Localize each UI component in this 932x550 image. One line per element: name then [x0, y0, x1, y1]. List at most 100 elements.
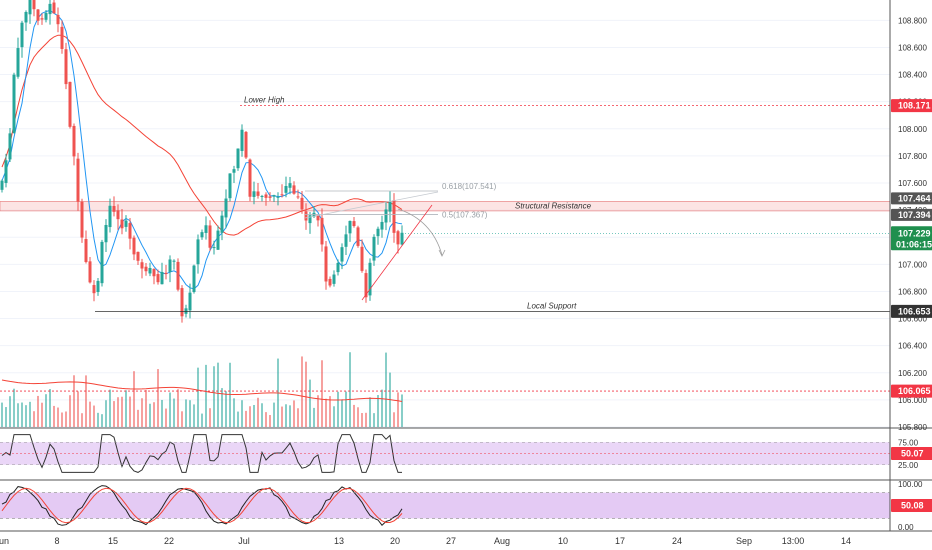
structural-resistance-label: Structural Resistance: [515, 201, 592, 210]
candle-body: [332, 274, 336, 284]
time-tick-label: Aug: [494, 536, 510, 546]
candle-body: [304, 211, 308, 221]
stoch-tick-label: 0.00: [898, 523, 914, 532]
tag-rsi-text: 50.07: [901, 448, 924, 458]
price-tick-label: 106.400: [898, 342, 927, 351]
volume-bar: [37, 395, 39, 427]
candle-body: [260, 195, 264, 197]
volume-bar: [153, 402, 155, 427]
volume-bar: [305, 361, 307, 427]
price-tick-label: 106.800: [898, 287, 927, 296]
candle-body: [12, 74, 16, 134]
candle-body: [284, 186, 288, 193]
candle-body: [136, 251, 140, 261]
volume-bar: [53, 405, 55, 427]
ma-fast-line: [1, 9, 403, 290]
tag-stoch: 50.08: [891, 498, 932, 512]
volume-bars: [1, 352, 403, 427]
candle-body: [128, 223, 132, 239]
volume-bar: [149, 403, 151, 427]
candle-body: [192, 265, 196, 293]
candle-body: [124, 220, 128, 227]
volume-bar: [245, 410, 247, 427]
candle-body: [44, 12, 48, 20]
volume-bar: [201, 413, 203, 427]
candle-body: [396, 231, 400, 245]
volume-bar: [233, 398, 235, 427]
volume-bar: [109, 389, 111, 427]
candle-body: [152, 268, 156, 277]
stochastic-band: [0, 492, 890, 519]
grid-lines: [0, 19, 890, 428]
volume-bar: [325, 398, 327, 427]
volume-bar: [393, 412, 395, 427]
candle-body: [76, 158, 80, 202]
candle-body: [296, 196, 300, 198]
candle-body: [276, 196, 280, 198]
rsi-tick-label: 75.00: [898, 438, 919, 447]
candle-body: [380, 221, 384, 230]
volume-bar: [29, 401, 31, 427]
volume-bar: [225, 391, 227, 427]
volume-bar: [329, 396, 331, 427]
volume-bar: [361, 413, 363, 427]
time-axis[interactable]: un 8 15 22 Jul 13 20 27 Aug 10 17 24 Sep 13:00 14: [0, 536, 851, 546]
volume-bar: [221, 388, 223, 427]
candle-body: [308, 215, 312, 224]
volume-bar: [337, 391, 339, 427]
volume-bar: [333, 406, 335, 427]
tag-resistance-top: 107.464: [891, 192, 932, 205]
volume-bar: [21, 402, 23, 427]
volume-bar: [401, 394, 403, 427]
tag-resistance-bottom-text: 107.394: [898, 210, 931, 220]
candle-body: [100, 241, 104, 284]
candle-body: [200, 232, 204, 238]
price-tick-label: 106.600: [898, 315, 927, 324]
volume-bar: [285, 404, 287, 427]
candle-body: [328, 278, 332, 286]
volume-bar: [125, 390, 127, 427]
volume-bar: [189, 400, 191, 427]
tag-last-price: 107.229 01:06:15: [891, 226, 932, 251]
price-tick-label: 106.200: [898, 369, 927, 378]
candle-body: [320, 217, 324, 245]
candle-body: [180, 288, 184, 317]
candle-body: [368, 262, 372, 296]
volume-bar: [193, 404, 195, 427]
tag-lower-high-text: 108.171: [898, 101, 931, 111]
candle-body: [96, 280, 100, 293]
rsi-axis[interactable]: 75.00 25.00: [898, 438, 919, 470]
candle-body: [116, 210, 120, 220]
candle-body: [228, 173, 232, 199]
fibonacci-drawing[interactable]: 0.618(107.541) 0.5(107.367): [304, 182, 497, 220]
candle-body: [140, 262, 144, 269]
volume-bar: [69, 395, 71, 427]
candle-body: [80, 201, 84, 238]
candle-body: [288, 183, 292, 188]
volume-bar: [45, 394, 47, 427]
volume-bar: [49, 389, 51, 427]
candle-body: [264, 194, 268, 198]
candle-body: [372, 236, 376, 261]
candle-body: [212, 247, 216, 249]
volume-bar: [301, 356, 303, 427]
time-tick-label: 14: [841, 536, 851, 546]
volume-bar: [17, 403, 19, 427]
lower-high-label: Lower High: [244, 96, 285, 105]
candle-body: [316, 214, 320, 221]
volume-bar: [177, 389, 179, 427]
candle-body: [36, 9, 40, 21]
time-tick-label: 27: [446, 536, 456, 546]
volume-bar: [373, 413, 375, 427]
projection-arrow[interactable]: [397, 208, 443, 256]
time-tick-label: 13: [334, 536, 344, 546]
candle-body: [204, 225, 208, 233]
volume-bar: [265, 412, 267, 427]
time-tick-label: 17: [615, 536, 625, 546]
tag-last-price-text: 107.229: [898, 228, 931, 238]
price-tick-label: 108.600: [898, 43, 927, 52]
candle-body: [8, 133, 12, 160]
volume-bar: [345, 391, 347, 427]
volume-bar: [205, 364, 207, 427]
